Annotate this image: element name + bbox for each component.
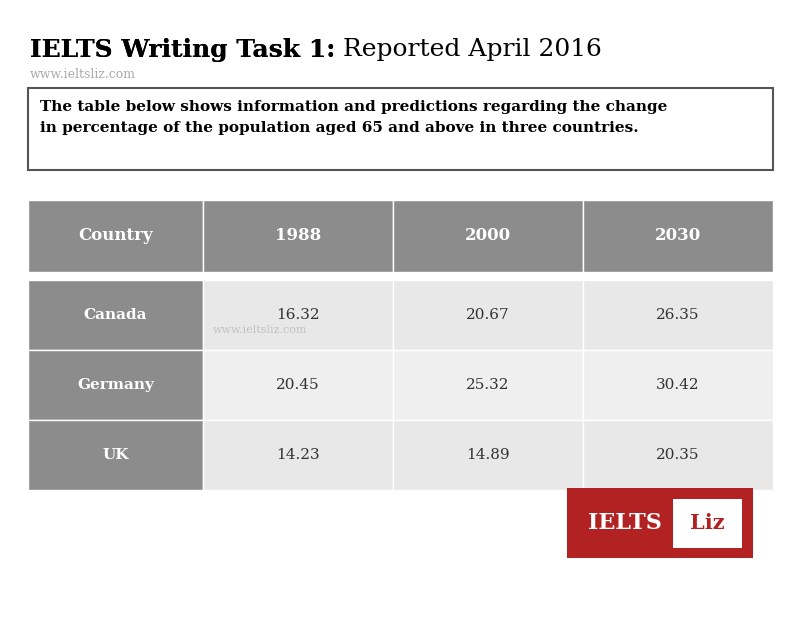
Bar [583,420,773,490]
Text: IELTS Writing Task 1: Reported April 2016: IELTS Writing Task 1: Reported April 201… [30,38,574,61]
Text: Canada: Canada [84,308,147,322]
Text: 2000: 2000 [465,228,511,245]
Text: IELTS: IELTS [588,512,669,534]
Text: 20.45: 20.45 [276,378,320,392]
Text: 25.32: 25.32 [466,378,509,392]
Bar [28,280,203,350]
Bar [203,420,393,490]
Bar [393,420,583,490]
Bar [28,350,203,420]
Text: IELTS Writing Task 1:: IELTS Writing Task 1: [30,38,336,62]
Text: 14.89: 14.89 [466,448,510,462]
Bar [583,350,773,420]
Text: Country: Country [78,228,153,245]
Text: Liz: Liz [690,513,725,533]
Bar [393,200,583,272]
Text: 30.42: 30.42 [656,378,700,392]
Text: www.ieltsliz.com: www.ieltsliz.com [30,68,136,81]
Bar [203,280,393,350]
Bar [393,350,583,420]
Text: 26.35: 26.35 [656,308,700,322]
Text: 2030: 2030 [655,228,701,245]
Text: 20.67: 20.67 [466,308,510,322]
Text: www.ieltsliz.com: www.ieltsliz.com [213,326,308,335]
Bar [393,280,583,350]
Text: Germany: Germany [77,378,154,392]
Bar [203,350,393,420]
Bar [673,498,742,547]
Bar [203,200,393,272]
Text: UK: UK [103,448,129,462]
Text: 14.23: 14.23 [276,448,320,462]
Bar [28,420,203,490]
Bar [567,488,753,558]
Bar [28,88,773,170]
Bar [583,200,773,272]
Bar [28,200,203,272]
Text: 20.35: 20.35 [656,448,700,462]
Bar [583,280,773,350]
Text: IELTS Writing Task 1:: IELTS Writing Task 1: [30,38,336,62]
Text: The table below shows information and predictions regarding the change
in percen: The table below shows information and pr… [40,100,667,134]
Text: 16.32: 16.32 [276,308,320,322]
Text: Reported April 2016: Reported April 2016 [336,38,602,61]
Text: 1988: 1988 [275,228,321,245]
